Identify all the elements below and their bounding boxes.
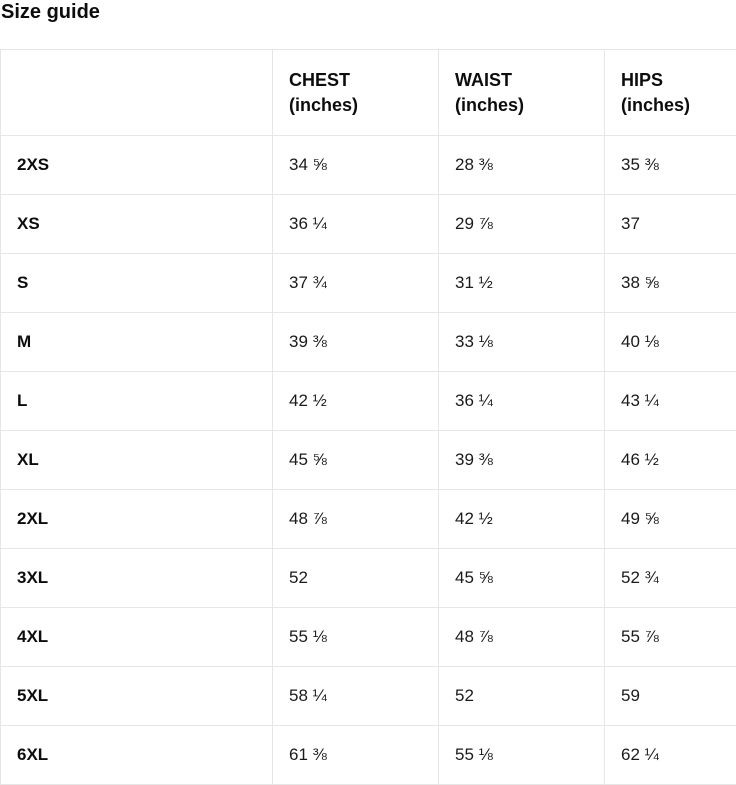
size-cell: XS [0,194,273,254]
table-row: XL 45 ⅝ 39 ⅜ 46 ½ [0,430,736,490]
waist-cell: 48 ⅞ [438,607,605,667]
table-row: S 37 ¾ 31 ½ 38 ⅝ [0,253,736,313]
table-header: CHEST (inches) WAIST (inches) HIPS (inch… [0,49,736,136]
waist-cell: 55 ⅛ [438,725,605,785]
table-row: 3XL 52 45 ⅝ 52 ¾ [0,548,736,608]
waist-cell: 36 ¼ [438,371,605,431]
column-header-unit: (inches) [621,94,691,115]
chest-cell: 39 ⅜ [272,312,439,372]
hips-cell: 52 ¾ [604,548,736,608]
hips-cell: 49 ⅝ [604,489,736,549]
size-cell: 2XS [0,135,273,195]
chest-cell: 58 ¼ [272,666,439,726]
size-cell: 4XL [0,607,273,667]
chest-cell: 34 ⅝ [272,135,439,195]
column-header-waist: WAIST (inches) [438,49,605,136]
chest-cell: 45 ⅝ [272,430,439,490]
waist-cell: 29 ⅞ [438,194,605,254]
waist-cell: 45 ⅝ [438,548,605,608]
hips-cell: 37 [604,194,736,254]
hips-cell: 35 ⅜ [604,135,736,195]
size-cell: 6XL [0,725,273,785]
column-header-hips: HIPS (inches) [604,49,736,136]
size-cell: 2XL [0,489,273,549]
table-row: 2XL 48 ⅞ 42 ½ 49 ⅝ [0,489,736,549]
waist-cell: 52 [438,666,605,726]
table-row: 6XL 61 ⅜ 55 ⅛ 62 ¼ [0,725,736,785]
chest-cell: 52 [272,548,439,608]
size-cell: S [0,253,273,313]
column-header-label: HIPS [621,69,664,90]
waist-cell: 33 ⅛ [438,312,605,372]
hips-cell: 43 ¼ [604,371,736,431]
hips-cell: 40 ⅛ [604,312,736,372]
chest-cell: 55 ⅛ [272,607,439,667]
hips-cell: 62 ¼ [604,725,736,785]
table-row: L 42 ½ 36 ¼ 43 ¼ [0,371,736,431]
size-cell: 3XL [0,548,273,608]
hips-cell: 59 [604,666,736,726]
waist-cell: 28 ⅜ [438,135,605,195]
size-cell: L [0,371,273,431]
column-header-size [0,49,273,136]
chest-cell: 36 ¼ [272,194,439,254]
table-row: 5XL 58 ¼ 52 59 [0,666,736,726]
column-header-label: WAIST [455,69,512,90]
waist-cell: 39 ⅜ [438,430,605,490]
waist-cell: 42 ½ [438,489,605,549]
hips-cell: 46 ½ [604,430,736,490]
hips-cell: 55 ⅞ [604,607,736,667]
header-row: CHEST (inches) WAIST (inches) HIPS (inch… [0,49,736,136]
size-cell: M [0,312,273,372]
chest-cell: 37 ¾ [272,253,439,313]
chest-cell: 48 ⅞ [272,489,439,549]
chest-cell: 42 ½ [272,371,439,431]
table-row: 2XS 34 ⅝ 28 ⅜ 35 ⅜ [0,135,736,195]
column-header-unit: (inches) [455,94,525,115]
chest-cell: 61 ⅜ [272,725,439,785]
page-title: Size guide [1,1,100,23]
size-cell: XL [0,430,273,490]
table-row: XS 36 ¼ 29 ⅞ 37 [0,194,736,254]
size-guide-table: CHEST (inches) WAIST (inches) HIPS (inch… [0,49,736,785]
table-body: 2XS 34 ⅝ 28 ⅜ 35 ⅜ XS 36 ¼ 29 ⅞ 37 S 37 … [0,135,736,785]
table-row: 4XL 55 ⅛ 48 ⅞ 55 ⅞ [0,607,736,667]
hips-cell: 38 ⅝ [604,253,736,313]
column-header-label: CHEST [289,69,351,90]
table-row: M 39 ⅜ 33 ⅛ 40 ⅛ [0,312,736,372]
column-header-unit: (inches) [289,94,359,115]
waist-cell: 31 ½ [438,253,605,313]
size-cell: 5XL [0,666,273,726]
column-header-chest: CHEST (inches) [272,49,439,136]
